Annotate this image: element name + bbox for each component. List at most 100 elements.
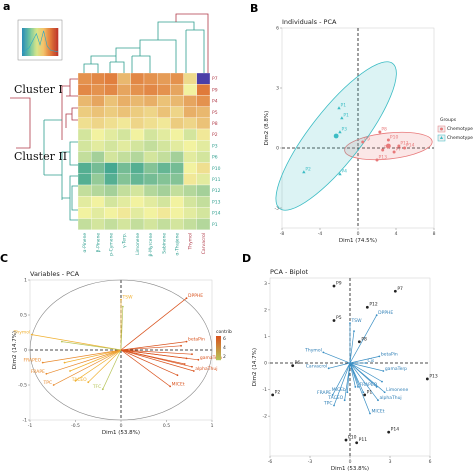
variable-label: TFC xyxy=(92,384,101,390)
color-key-cell xyxy=(26,28,29,56)
point-label: P11 xyxy=(400,141,409,147)
color-key-cell xyxy=(53,28,55,56)
y-axis-label: Dim2 (14.7%) xyxy=(252,348,258,386)
heatmap-col-label: γ-Terp. xyxy=(122,233,128,248)
chemotype-1-point xyxy=(381,148,385,152)
heatmap-cell xyxy=(183,72,197,85)
color-key-cell xyxy=(35,28,37,56)
heatmap-cell xyxy=(117,72,131,85)
colorbar-cell xyxy=(216,338,221,340)
x-axis-label: Dim1 (74.5%) xyxy=(339,238,377,244)
biplot-arrow-head xyxy=(365,362,367,364)
biplot-point xyxy=(332,284,336,288)
y-tick-label: -1 xyxy=(23,418,28,424)
x-tick-label: -4 xyxy=(318,231,323,237)
colorbar-tick: 6 xyxy=(223,336,226,342)
color-key-cell xyxy=(28,28,30,56)
column-dendrogram-top xyxy=(175,13,209,73)
variable-arrow-head xyxy=(169,385,172,388)
biplot-arrow-head xyxy=(346,391,349,394)
heatmap-cell xyxy=(143,106,158,118)
heatmap-cell xyxy=(183,95,197,107)
x-tick-label: 4 xyxy=(395,231,398,237)
colorbar-cell xyxy=(216,343,221,345)
biplot-point-label: P8 xyxy=(361,336,367,342)
heatmap-cell xyxy=(104,218,118,230)
color-key-cell xyxy=(46,28,48,56)
variable-arrow-head xyxy=(191,365,193,368)
heatmap-col-label: p-Cymene xyxy=(109,233,115,256)
heatmap-cell xyxy=(130,84,145,96)
biplot-arrow-head xyxy=(349,322,351,325)
variable-arrow-head xyxy=(63,361,66,364)
biplot-arrow xyxy=(323,352,351,364)
color-key-cell xyxy=(56,28,59,56)
y-axis-label: Dim2 (14.7%) xyxy=(12,331,18,369)
biplot-point xyxy=(393,289,397,293)
biplot-arrow xyxy=(349,362,384,372)
heatmap-cell xyxy=(143,162,158,174)
variable-arrow xyxy=(120,349,199,361)
biplot-arrow-head xyxy=(331,393,334,396)
heatmap-cell xyxy=(157,84,171,96)
heatmap-cell xyxy=(91,218,105,230)
variable-label: TACEO xyxy=(71,377,87,383)
variable-arrow xyxy=(42,349,122,363)
biplot-arrow xyxy=(349,362,377,388)
heatmap-cell xyxy=(77,140,92,152)
chemotype-1-point xyxy=(378,130,382,134)
chemotype-1-point xyxy=(386,138,390,142)
biplot-point xyxy=(291,364,295,368)
heatmap-cell xyxy=(143,207,158,219)
biplot-point-label: P6 xyxy=(295,360,301,366)
biplot-arrow-head xyxy=(378,355,381,358)
panel-letter-b: B xyxy=(250,2,258,15)
variable-label: betaPin xyxy=(188,337,205,343)
heatmap-cell xyxy=(196,84,211,96)
x-tick-label: 8 xyxy=(433,231,436,237)
heatmap-cell xyxy=(77,117,92,130)
biplot-point xyxy=(357,340,361,344)
heatmap-cell xyxy=(196,196,211,208)
biplot-arrow-head xyxy=(375,386,378,388)
heatmap-cell xyxy=(143,218,158,230)
heatmap-cell xyxy=(157,151,171,163)
heatmap-cell xyxy=(196,140,211,152)
heatmap-row-label: P14 xyxy=(212,211,221,217)
heatmap-cell xyxy=(183,117,197,130)
heatmap-cell xyxy=(183,173,197,186)
x-axis-label: Dim1 (53.8%) xyxy=(102,430,140,436)
heatmap-cell xyxy=(157,106,171,118)
biplot-point xyxy=(271,393,275,397)
variable-label: FRAPE xyxy=(31,369,45,375)
plot-title: PCA - Biplot xyxy=(270,268,309,276)
biplot-variable-label: FRAPE xyxy=(317,390,331,396)
variable-arrow-head xyxy=(74,379,77,382)
y-tick-label: 3 xyxy=(276,86,279,92)
x-tick-label: 0.5 xyxy=(163,423,170,429)
heatmap-cell xyxy=(170,95,184,107)
y-tick-label: 0 xyxy=(264,361,267,367)
biplot-arrow xyxy=(328,362,351,369)
heatmap-cell xyxy=(77,106,92,118)
x-tick-label: -3 xyxy=(308,459,313,465)
biplot-arrow-head xyxy=(383,391,386,394)
heatmap-cell xyxy=(91,162,105,174)
heatmap-cell xyxy=(104,128,118,141)
biplot-variable-label: MICEt xyxy=(372,408,385,414)
colorbar-cell xyxy=(216,342,221,344)
heatmap-cell xyxy=(143,173,158,186)
y-tick-label: 0 xyxy=(276,146,279,152)
color-key-cell xyxy=(43,28,46,56)
heatmap-cell xyxy=(130,151,145,163)
heatmap-cell xyxy=(157,117,171,130)
colorbar-cell xyxy=(216,352,221,354)
heatmap-row-label: P8 xyxy=(212,121,218,127)
biplot-variable-label: Limonene xyxy=(386,387,408,393)
heatmap-cell xyxy=(157,95,171,107)
heatmap-cell xyxy=(170,184,184,197)
group-centroid xyxy=(333,133,339,139)
variable-arrow xyxy=(64,349,122,363)
heatmap-cell xyxy=(77,173,92,186)
